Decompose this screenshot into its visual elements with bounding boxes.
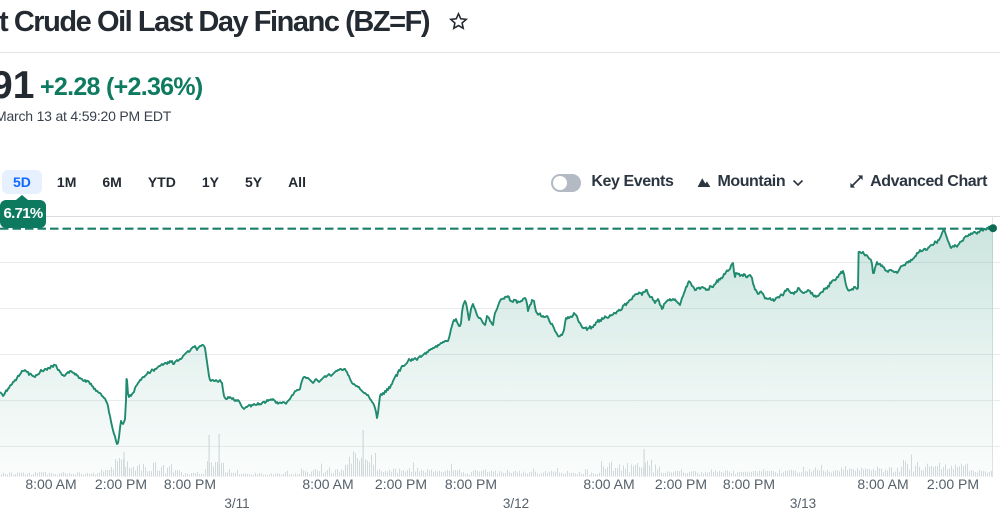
svg-text:8:00 PM: 8:00 PM [164, 476, 216, 492]
svg-text:8:00 AM: 8:00 AM [25, 476, 76, 492]
svg-text:8:00 AM: 8:00 AM [302, 476, 353, 492]
svg-text:2:00 PM: 2:00 PM [655, 476, 707, 492]
svg-text:8:00 PM: 8:00 PM [445, 476, 497, 492]
svg-text:8:00 PM: 8:00 PM [723, 476, 775, 492]
svg-text:8:00 AM: 8:00 AM [583, 476, 634, 492]
svg-text:3/11: 3/11 [224, 496, 249, 511]
svg-text:2:00 PM: 2:00 PM [375, 476, 427, 492]
svg-text:3/12: 3/12 [503, 496, 529, 511]
svg-text:2:00 PM: 2:00 PM [95, 476, 147, 492]
svg-text:8:00 AM: 8:00 AM [857, 476, 908, 492]
svg-text:3/13: 3/13 [790, 496, 816, 511]
svg-text:2:00 PM: 2:00 PM [927, 476, 979, 492]
